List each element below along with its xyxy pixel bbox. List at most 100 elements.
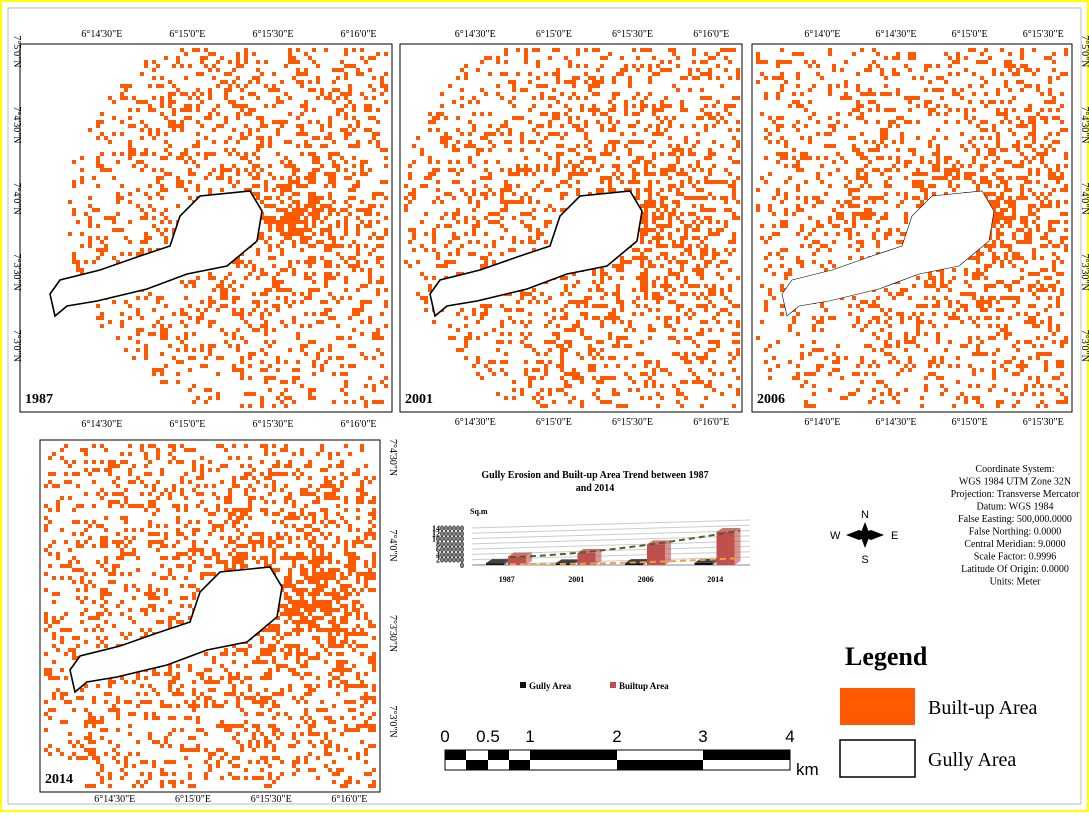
info-line: Coordinate System: <box>975 464 1054 475</box>
bar-side <box>735 528 741 565</box>
scale-label: 4 <box>785 727 794 746</box>
lon-tick-label: 6°14'30"E <box>81 29 122 40</box>
x-tick-label: 1987 <box>499 575 515 584</box>
map-panel: 2014 6°14'30"E 6°15'0"E 6°15'30"E 6°16'0"E 7°… <box>40 439 398 805</box>
lat-tick-label: 7°4'30"N <box>387 439 398 476</box>
legend-label: Builtup Area <box>619 681 669 691</box>
lat-tick-label: 7°3'30"N <box>11 254 22 291</box>
lon-tick-label: 6°16'0"E <box>331 794 367 805</box>
lon-tick-label: 6°15'30"E <box>1023 417 1064 428</box>
legend-swatch <box>610 682 616 688</box>
lon-tick-label: 6°14'0"E <box>804 29 840 40</box>
y-axis-label: Sq.m <box>470 507 488 516</box>
chart-title-line: and 2014 <box>576 483 615 494</box>
scale-label: 0.5 <box>476 727 500 746</box>
legend-swatch <box>520 682 526 688</box>
scale-bar-segment <box>703 750 790 760</box>
lat-tick-label: 7°4'0"N <box>11 183 22 215</box>
lon-tick-label: 6°15'0"E <box>169 419 205 430</box>
lon-tick-label: 6°14'30"E <box>94 794 135 805</box>
map-panel: 1987 6°14'30"E 6°15'0"E 6°15'30"E 6°16'0"E 6°… <box>11 29 392 430</box>
figure: Legend Built-up Area Gully Area N S E W … <box>0 0 1089 812</box>
y-tick-label: 14000000 <box>432 524 464 533</box>
lat-tick-label: 7°3'0"N <box>1079 330 1089 362</box>
lon-tick-label: 6°14'0"E <box>804 417 840 428</box>
info-line: Latitude Of Origin: 0.0000 <box>961 564 1069 575</box>
map-panel: 2006 6°14'0"E 6°14'30"E 6°15'0"E 6°15'30"E 6°… <box>752 29 1089 428</box>
bar <box>717 532 735 565</box>
legend-item: Gully Area <box>928 749 1016 771</box>
lon-tick-label: 6°15'0"E <box>175 794 211 805</box>
legend-swatch <box>840 688 915 725</box>
lon-tick-label: 6°15'0"E <box>169 29 205 40</box>
lon-tick-label: 6°15'30"E <box>612 29 653 40</box>
lon-tick-label: 6°14'30"E <box>876 417 917 428</box>
lon-tick-label: 6°16'0"E <box>341 29 377 40</box>
lon-tick-label: 6°15'0"E <box>952 29 988 40</box>
lat-tick-label: 7°5'0"N <box>11 35 22 67</box>
compass-w: W <box>830 530 841 542</box>
map-panel: 2001 6°14'30"E 6°15'0"E 6°15'30"E 6°16'0"E 6°… <box>400 29 742 428</box>
x-tick-label: 2001 <box>568 575 584 584</box>
lat-tick-label: 7°3'0"N <box>387 706 398 738</box>
lat-tick-label: 7°3'30"N <box>1079 254 1089 291</box>
info-line: Scale Factor: 0.9996 <box>974 552 1056 563</box>
compass-s: S <box>861 554 868 566</box>
lon-tick-label: 6°14'30"E <box>455 29 496 40</box>
lon-tick-label: 6°15'0"E <box>952 417 988 428</box>
bar <box>695 563 713 565</box>
scale-label: 1 <box>525 727 534 746</box>
legend-swatch <box>840 740 915 777</box>
lon-tick-label: 6°15'30"E <box>251 794 292 805</box>
scale-unit: km <box>796 760 819 779</box>
legend-title: Legend <box>845 642 928 671</box>
lat-tick-label: 7°3'0"N <box>11 330 22 362</box>
lon-tick-label: 6°15'30"E <box>612 417 653 428</box>
compass-e: E <box>891 530 898 542</box>
scale-bar-segment <box>445 750 466 760</box>
legend-label: Gully Area <box>529 681 572 691</box>
map-year: 2006 <box>757 392 785 407</box>
lon-tick-label: 6°14'30"E <box>876 29 917 40</box>
lon-tick-label: 6°14'30"E <box>81 419 122 430</box>
lon-tick-label: 6°15'0"E <box>536 29 572 40</box>
scale-label: 0 <box>440 727 449 746</box>
legend-item: Built-up Area <box>928 697 1038 719</box>
scale-label: 3 <box>698 727 707 746</box>
lat-tick-label: 7°4'30"N <box>11 106 22 143</box>
bar <box>486 563 504 565</box>
scale-bar-segment <box>509 760 530 770</box>
lon-tick-label: 6°16'0"E <box>693 29 729 40</box>
info-line: Projection: Transverse Mercator <box>951 489 1081 500</box>
info-line: Datum: WGS 1984 <box>976 502 1053 513</box>
lon-tick-label: 6°14'30"E <box>455 417 496 428</box>
map-year: 2014 <box>45 772 73 787</box>
info-line: False Northing: 0.0000 <box>969 527 1062 538</box>
lon-tick-label: 6°16'0"E <box>341 419 377 430</box>
compass-n: N <box>861 509 869 521</box>
lon-tick-label: 6°15'30"E <box>1023 29 1064 40</box>
lat-tick-label: 7°3'30"N <box>387 615 398 652</box>
lon-tick-label: 6°15'0"E <box>536 417 572 428</box>
info-line: False Easting: 500,000.0000 <box>958 514 1072 525</box>
lat-tick-label: 7°4'0"N <box>1079 183 1089 215</box>
scale-bar-segment <box>488 750 509 760</box>
lat-tick-label: 7°4'30"N <box>1079 106 1089 143</box>
info-line: Central Meridian: 9.0000 <box>964 539 1065 550</box>
x-tick-label: 2014 <box>707 575 723 584</box>
scale-bar-segment <box>530 750 617 760</box>
lon-tick-label: 6°16'0"E <box>693 417 729 428</box>
map-year: 1987 <box>25 392 53 407</box>
map-year: 2001 <box>405 392 433 407</box>
lon-tick-label: 6°15'30"E <box>252 419 293 430</box>
lat-tick-label: 7°5'0"N <box>1079 35 1089 67</box>
info-line: WGS 1984 UTM Zone 32N <box>959 477 1071 488</box>
scale-bar-segment <box>617 760 703 770</box>
lon-tick-label: 6°15'30"E <box>252 29 293 40</box>
chart-title-line: Gully Erosion and Built-up Area Trend be… <box>481 470 708 481</box>
scale-label: 2 <box>612 727 621 746</box>
info-line: Units: Meter <box>990 577 1041 588</box>
x-tick-label: 2006 <box>638 575 654 584</box>
lat-tick-label: 7°4'0"N <box>387 530 398 562</box>
scale-bar-segment <box>466 760 488 770</box>
